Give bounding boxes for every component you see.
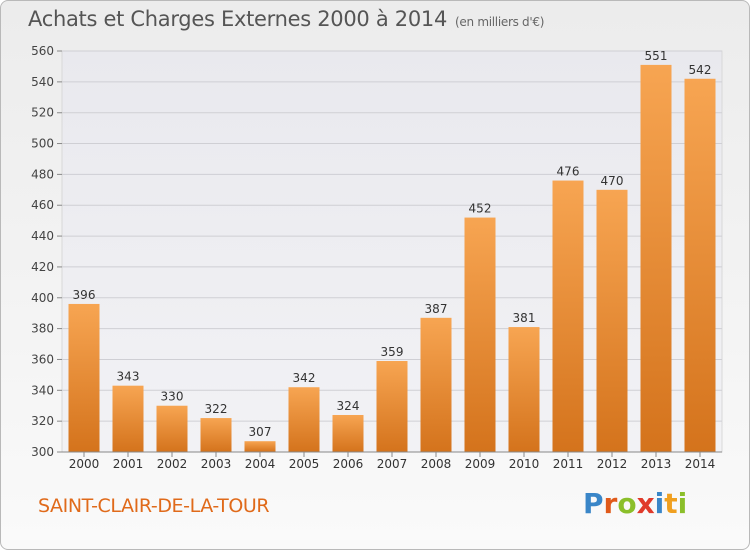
data-label: 476 xyxy=(557,165,580,179)
logo-letter: P xyxy=(583,487,604,520)
y-tick-label: 300 xyxy=(31,445,54,459)
x-tick-label: 2014 xyxy=(685,457,716,471)
data-label: 324 xyxy=(337,399,360,413)
x-axis-ticks: 2000 2001 2002 2003 2004 2005 2006 2007 2008 2009… xyxy=(62,451,722,471)
x-tick-label: 2004 xyxy=(245,457,276,471)
bar xyxy=(640,64,672,452)
y-tick-label: 340 xyxy=(31,383,54,397)
bar xyxy=(596,189,628,453)
data-label: 551 xyxy=(645,49,668,63)
y-tick-label: 480 xyxy=(31,167,54,181)
y-tick-label: 500 xyxy=(31,137,54,151)
bars xyxy=(68,64,716,453)
x-tick-label: 2001 xyxy=(113,457,144,471)
data-label: 387 xyxy=(425,302,448,316)
logo-letter: i xyxy=(677,487,688,520)
x-tick-label: 2009 xyxy=(465,457,496,471)
bar xyxy=(200,418,232,452)
data-label: 452 xyxy=(469,202,492,216)
logo-letter: t xyxy=(664,487,678,520)
bar xyxy=(552,180,584,453)
data-label: 330 xyxy=(161,390,184,404)
logo-letter: x xyxy=(636,487,655,520)
data-label: 470 xyxy=(601,174,624,188)
x-tick-label: 2013 xyxy=(641,457,672,471)
y-tick-label: 420 xyxy=(31,260,54,274)
x-tick-label: 2010 xyxy=(509,457,540,471)
bar xyxy=(156,405,188,452)
y-tick-label: 520 xyxy=(31,106,54,120)
y-tick-label: 540 xyxy=(31,75,54,89)
x-tick-label: 2006 xyxy=(333,457,364,471)
data-label: 396 xyxy=(73,288,96,302)
y-tick-label: 360 xyxy=(31,352,54,366)
bar xyxy=(244,441,276,452)
data-label: 542 xyxy=(689,63,712,77)
chart-title: Achats et Charges Externes 2000 à 2014 (e… xyxy=(28,7,544,31)
x-tick-label: 2008 xyxy=(421,457,452,471)
y-axis-ticks: 300 320 340 360 380 400 420 440 460 480 500 520 540 5… xyxy=(31,44,62,459)
y-tick-label: 320 xyxy=(31,414,54,428)
bar xyxy=(68,303,100,452)
bar xyxy=(464,217,496,452)
bar xyxy=(288,387,320,452)
bar xyxy=(112,385,144,452)
data-label: 307 xyxy=(249,425,272,439)
chart-title-text: Achats et Charges Externes 2000 à 2014 xyxy=(28,7,448,31)
bar xyxy=(508,327,540,452)
bar xyxy=(684,78,716,452)
bar xyxy=(420,317,452,452)
logo-letter: r xyxy=(603,487,618,520)
y-tick-label: 380 xyxy=(31,322,54,336)
bar xyxy=(332,414,364,452)
x-tick-label: 2011 xyxy=(553,457,584,471)
data-label: 381 xyxy=(513,311,536,325)
logo-letter: i xyxy=(654,487,665,520)
y-tick-label: 460 xyxy=(31,198,54,212)
data-labels: 396 343 330 322 307 342 324 359 387 452 381 476 470 5… xyxy=(73,49,712,439)
x-tick-label: 2000 xyxy=(69,457,100,471)
y-tick-label: 560 xyxy=(31,44,54,58)
y-tick-label: 440 xyxy=(31,229,54,243)
y-tick-label: 400 xyxy=(31,291,54,305)
bar xyxy=(376,361,408,452)
city-name: SAINT-CLAIR-DE-LA-TOUR xyxy=(38,495,270,517)
data-label: 342 xyxy=(293,371,316,385)
data-label: 322 xyxy=(205,402,228,416)
x-tick-label: 2002 xyxy=(157,457,188,471)
x-tick-label: 2007 xyxy=(377,457,408,471)
proxiti-logo: Proxiti xyxy=(583,487,687,520)
x-tick-label: 2003 xyxy=(201,457,232,471)
x-tick-label: 2005 xyxy=(289,457,320,471)
data-label: 343 xyxy=(117,370,140,384)
x-tick-label: 2012 xyxy=(597,457,628,471)
chart-unit: (en milliers d'€) xyxy=(455,15,545,29)
data-label: 359 xyxy=(381,345,404,359)
logo-letter: o xyxy=(617,487,637,520)
